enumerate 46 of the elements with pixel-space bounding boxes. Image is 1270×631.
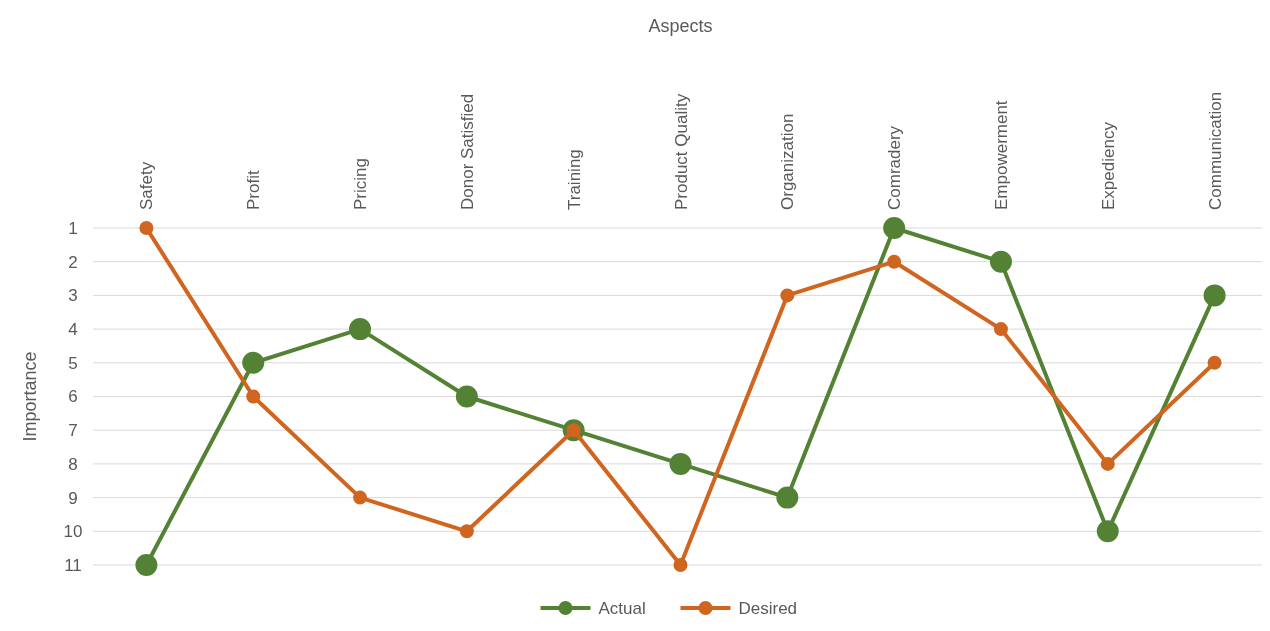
x-tick-label: Communication — [1205, 91, 1225, 210]
point — [989, 250, 1012, 273]
y-tick-label: 6 — [68, 387, 78, 407]
point — [349, 318, 372, 341]
legend-label: Desired — [738, 598, 798, 618]
x-axis-title: Aspects — [648, 16, 713, 36]
x-tick-label: Safety — [137, 161, 157, 210]
x-tick-label: Comradery — [885, 125, 905, 210]
point — [883, 217, 906, 239]
point — [1207, 355, 1222, 370]
point — [353, 490, 368, 505]
y-tick-label: 9 — [68, 488, 78, 508]
point — [1096, 520, 1119, 543]
y-tick-label: 11 — [64, 555, 82, 575]
x-tick-label: Pricing — [351, 158, 371, 210]
y-axis-title: Importance — [20, 351, 40, 442]
x-tick-label: Expediency — [1098, 121, 1118, 210]
point — [780, 288, 795, 303]
point — [1203, 284, 1226, 307]
y-tick-label: 5 — [68, 353, 78, 373]
y-tick-label: 2 — [68, 252, 78, 272]
point — [669, 452, 692, 475]
point — [246, 389, 261, 404]
legend-label: Actual — [598, 598, 646, 618]
point — [776, 486, 799, 509]
point — [1100, 456, 1115, 471]
point — [139, 221, 154, 235]
y-tick-label: 3 — [68, 286, 78, 306]
y-tick-label: 10 — [63, 522, 83, 542]
point — [242, 351, 265, 374]
point — [135, 554, 158, 576]
x-tick-label: Organization — [778, 113, 798, 210]
x-tick-label: Profit — [244, 170, 264, 210]
y-tick-label: 7 — [68, 421, 78, 441]
point — [455, 385, 478, 408]
x-tick-label: Training — [564, 149, 584, 210]
x-tick-label: Donor Satisfied — [457, 93, 477, 210]
point — [459, 524, 474, 539]
y-tick-label: 1 — [68, 218, 78, 238]
point — [673, 558, 688, 572]
x-tick-label: Empowerment — [991, 100, 1011, 210]
x-tick-label: Product Quality — [671, 93, 691, 210]
y-tick-label: 8 — [68, 454, 78, 474]
point — [887, 254, 902, 269]
point — [993, 322, 1008, 337]
y-tick-label: 4 — [68, 320, 78, 340]
